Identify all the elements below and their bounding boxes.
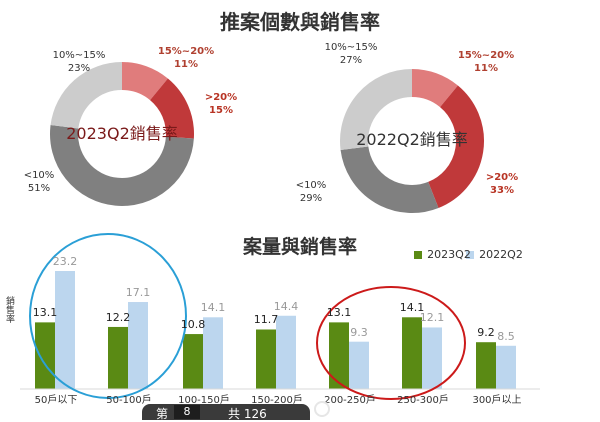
donut-0-slice-2-value: 51% <box>27 183 51 194</box>
bar-2022Q2-5 <box>422 327 442 389</box>
x-tick-1: 50-100戶 <box>106 395 152 406</box>
bar-value-2022Q2-3: 14.4 <box>273 299 299 313</box>
donut-1-center-label: 2022Q2銷售率 <box>356 130 468 149</box>
bar-2023Q2-6 <box>476 342 496 389</box>
total-pages: 共 126 <box>228 407 267 421</box>
bar-value-2022Q2-5: 12.1 <box>419 311 445 325</box>
donut-0-slice-1-value: 15% <box>209 105 233 116</box>
donut-0-slice-0 <box>121 62 168 101</box>
bar-2023Q2-2 <box>183 334 203 389</box>
legend-label-2023Q2: 2023Q2 <box>427 248 471 261</box>
legend-label-2022Q2: 2022Q2 <box>479 248 523 261</box>
bar-value-2023Q2-0: 13.1 <box>32 306 58 320</box>
donut-1-slice-0-value: 11% <box>474 63 498 74</box>
bar-value-2023Q2-4: 13.1 <box>326 306 352 320</box>
x-tick-6: 300戶以上 <box>472 395 522 406</box>
donut-1-slice-2-value: 29% <box>299 193 323 204</box>
bottom-title: 案量與銷售率 <box>242 236 357 258</box>
donut-0-slice-2 <box>50 125 194 206</box>
donut-1-slice-3-value: 27% <box>339 55 363 66</box>
donut-1-slice-1-value: 33% <box>490 185 514 196</box>
bar-value-2022Q2-2: 14.1 <box>200 301 226 315</box>
bar-value-2023Q2-2: 10.8 <box>180 318 206 332</box>
donut-0-slice-3 <box>50 62 123 130</box>
bar-value-2023Q2-1: 12.2 <box>105 310 131 324</box>
zoom-icon[interactable] <box>314 401 330 417</box>
highlight-ellipse-blue <box>29 233 187 399</box>
donut-0-slice-3-range: 10%~15% <box>52 50 106 61</box>
donut-1-slice-2-range: <10% <box>295 180 327 191</box>
x-tick-5: 250-300戶 <box>397 395 449 406</box>
donut-1-slice-3-range: 10%~15% <box>324 42 378 53</box>
bar-2023Q2-3 <box>256 329 276 389</box>
donut-0-slice-0-range: 15%~20% <box>157 46 215 57</box>
bar-value-2022Q2-1: 17.1 <box>125 286 151 300</box>
donut-1-slice-2 <box>340 145 439 213</box>
bar-value-2022Q2-4: 9.3 <box>350 325 368 339</box>
donut-1-slice-1 <box>427 85 484 208</box>
y-axis-label: 銷售率 <box>4 296 14 323</box>
x-tick-0: 50戶以下 <box>34 395 78 406</box>
footer-left-text: 第 <box>156 407 169 421</box>
donut-0-slice-0-value: 11% <box>174 59 198 70</box>
donut-0-slice-1 <box>149 78 194 139</box>
bar-value-2022Q2-6: 8.5 <box>497 329 515 343</box>
legend-swatch-2022Q2 <box>466 251 474 259</box>
bar-2022Q2-2 <box>203 317 223 389</box>
bar-2022Q2-4 <box>349 341 369 389</box>
x-tick-3: 150-200戶 <box>251 395 303 406</box>
donut-1-slice-3 <box>340 69 413 151</box>
bar-value-2023Q2-6: 9.2 <box>477 326 495 340</box>
donut-0-slice-2-range: <10% <box>23 170 55 181</box>
top-title: 推案個數與銷售率 <box>220 10 380 34</box>
donut-1-slice-1-range: >20% <box>485 172 519 183</box>
bar-2022Q2-6 <box>496 345 516 389</box>
page-navigator[interactable]: 第 8 共 126 <box>142 401 330 421</box>
current-page-field[interactable]: 8 <box>174 405 200 419</box>
bar-2022Q2-1 <box>128 302 148 389</box>
donut-0-slice-1-range: >20% <box>204 92 238 103</box>
bar-2023Q2-4 <box>329 322 349 389</box>
bar-2022Q2-0 <box>55 271 75 389</box>
highlight-ellipse-red <box>316 286 466 400</box>
donut-1-slice-0-range: 15%~20% <box>457 50 515 61</box>
bar-2023Q2-5 <box>402 317 422 389</box>
donut-0-center-label: 2023Q2銷售率 <box>66 124 178 143</box>
bar-value-2023Q2-5: 14.1 <box>399 301 425 315</box>
donut-0-slice-3-value: 23% <box>67 63 91 74</box>
x-tick-4: 200-250戶 <box>324 395 376 406</box>
legend-swatch-2023Q2 <box>414 251 422 259</box>
bar-2023Q2-1 <box>108 326 128 389</box>
bar-2023Q2-0 <box>35 322 55 389</box>
x-tick-2: 100-150戶 <box>178 395 230 406</box>
bar-value-2022Q2-0: 23.2 <box>52 255 78 268</box>
donut-1-slice-0 <box>411 69 458 108</box>
bar-value-2023Q2-3: 11.7 <box>253 313 279 327</box>
bar-2022Q2-3 <box>276 315 296 389</box>
